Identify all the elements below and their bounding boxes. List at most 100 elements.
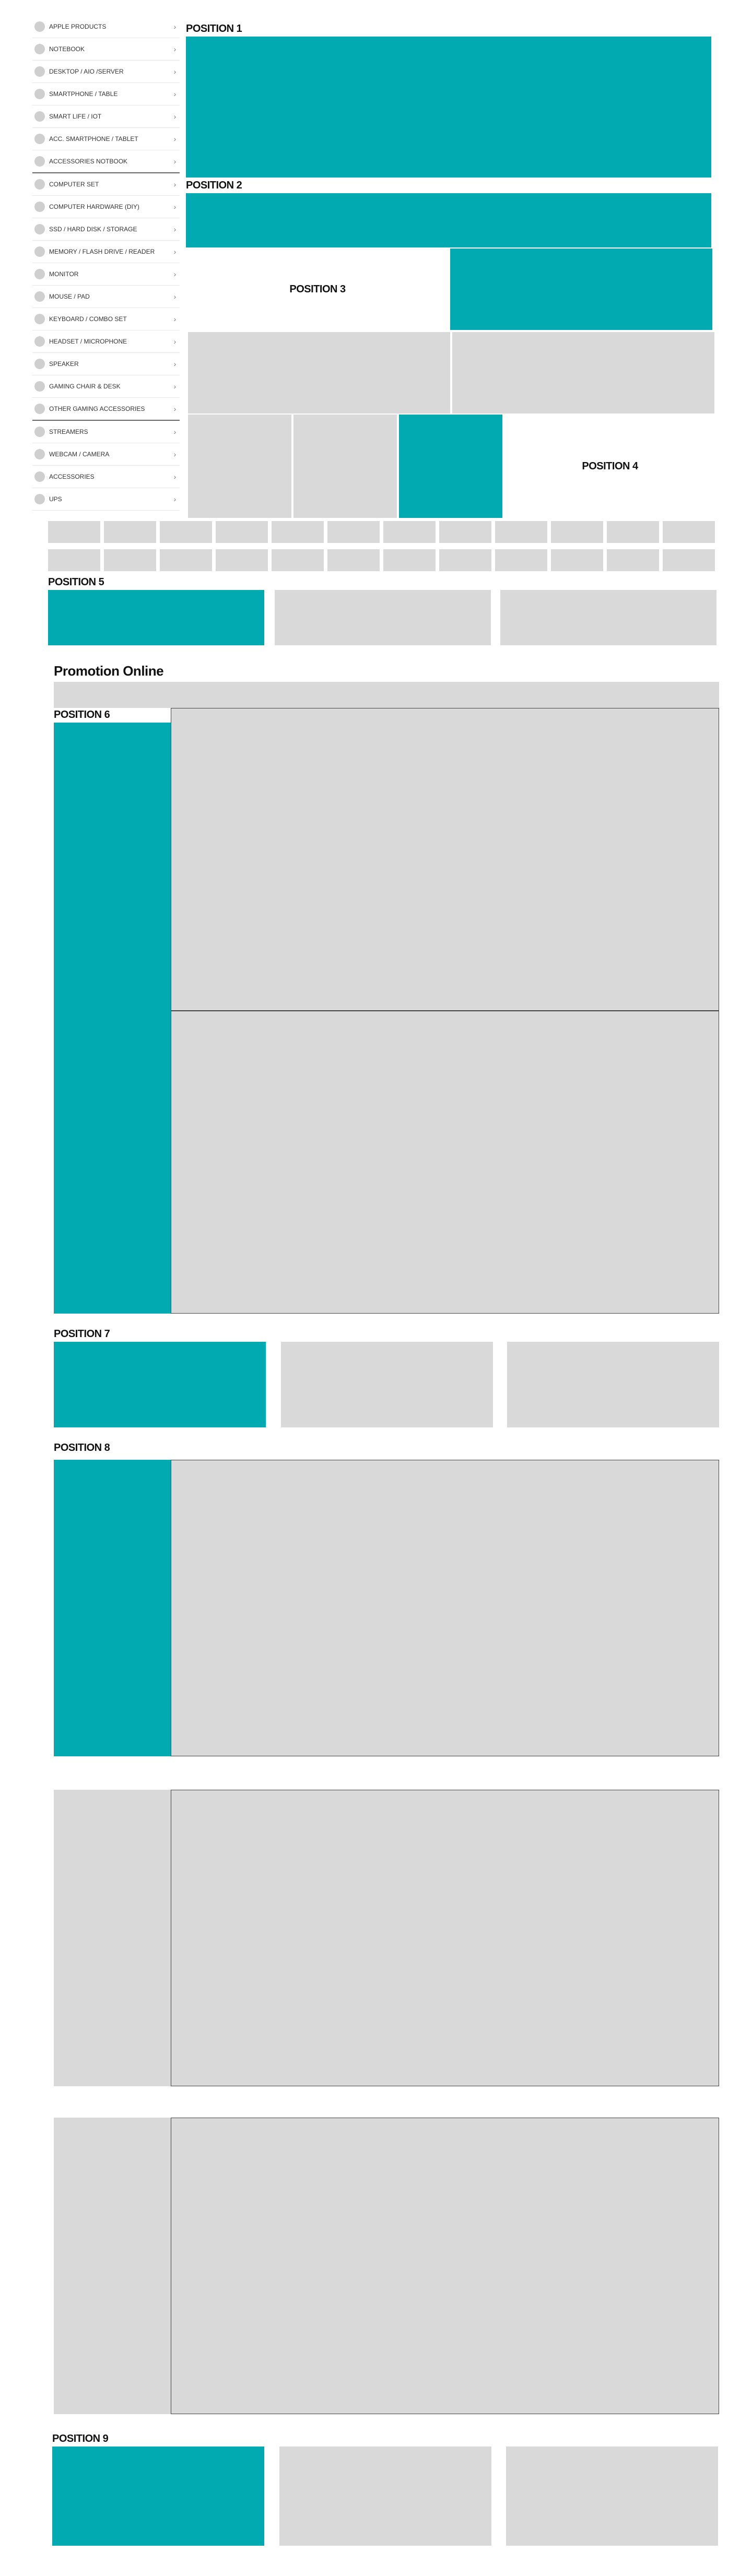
category-icon [34, 449, 45, 459]
sidebar-item-label: MEMORY / FLASH DRIVE / READER [49, 248, 155, 255]
chevron-right-icon: › [173, 270, 177, 278]
category-icon [34, 494, 45, 504]
position-8-main[interactable] [171, 2118, 719, 2414]
sidebar-item-smartphone[interactable]: SMARTPHONE / TABLE › [32, 83, 180, 105]
position-2-banner[interactable] [186, 193, 711, 247]
sidebar-item-label: COMPUTER SET [49, 181, 99, 188]
sidebar-item-ups[interactable]: UPS › [32, 488, 180, 511]
category-icon [34, 179, 45, 190]
sidebar-item-apple-products[interactable]: APPLE PRODUCTS › [32, 16, 180, 38]
brand-tile[interactable] [663, 549, 715, 571]
brand-tile[interactable] [216, 521, 268, 543]
position-5-banner[interactable] [48, 590, 264, 645]
position-5-label: POSITION 5 [48, 576, 104, 588]
position-4-banner[interactable] [399, 415, 502, 518]
position-8-side-banner[interactable] [54, 1460, 171, 1756]
sidebar-item-speaker[interactable]: SPEAKER › [32, 353, 180, 375]
brand-tile[interactable] [439, 521, 491, 543]
position-3-tile[interactable] [188, 332, 450, 413]
brand-tile[interactable] [104, 549, 156, 571]
brand-tile[interactable] [663, 521, 715, 543]
chevron-right-icon: › [173, 203, 177, 211]
sidebar-item-headset[interactable]: HEADSET / MICROPHONE › [32, 330, 180, 353]
position-7-tile[interactable] [281, 1342, 493, 1427]
brand-tile[interactable] [495, 521, 547, 543]
brand-tile[interactable] [272, 549, 324, 571]
sidebar-item-desktop[interactable]: DESKTOP / AIO /SERVER › [32, 61, 180, 83]
position-6-main-top[interactable] [171, 708, 719, 1011]
position-6-side-banner[interactable] [54, 723, 171, 1314]
position-7-banner[interactable] [54, 1342, 266, 1427]
position-9-tile[interactable] [279, 2447, 491, 2546]
brand-tile[interactable] [327, 521, 380, 543]
position-3-banner[interactable] [450, 249, 712, 330]
position-7-tile[interactable] [507, 1342, 719, 1427]
sidebar-item-label: ACCESSORIES NOTBOOK [49, 158, 128, 165]
sidebar-item-storage[interactable]: SSD / HARD DISK / STORAGE › [32, 218, 180, 241]
sidebar-item-computer-hardware[interactable]: COMPUTER HARDWARE (DIY) › [32, 196, 180, 218]
category-icon [34, 21, 45, 32]
sidebar-item-smart-life[interactable]: SMART LIFE / IOT › [32, 105, 180, 128]
sidebar-item-label: ACCESSORIES [49, 473, 95, 480]
brand-tile[interactable] [607, 549, 659, 571]
position-3-tile[interactable] [452, 332, 714, 413]
promotion-title: Promotion Online [54, 663, 164, 679]
position-8-side-tile[interactable] [54, 2118, 171, 2414]
sidebar-item-streamers[interactable]: STREAMERS › [32, 421, 180, 443]
position-5-tile[interactable] [275, 590, 491, 645]
chevron-right-icon: › [173, 495, 177, 503]
position-9-tile[interactable] [506, 2447, 718, 2546]
sidebar-item-label: WEBCAM / CAMERA [49, 451, 110, 458]
sidebar-item-label: SMART LIFE / IOT [49, 113, 102, 120]
brand-tile[interactable] [272, 521, 324, 543]
brand-tile[interactable] [495, 549, 547, 571]
chevron-right-icon: › [173, 45, 177, 53]
brand-tile[interactable] [383, 549, 436, 571]
sidebar-item-computer-set[interactable]: COMPUTER SET › [32, 173, 180, 196]
sidebar-item-memory[interactable]: MEMORY / FLASH DRIVE / READER › [32, 241, 180, 263]
position-9-label: POSITION 9 [52, 2433, 109, 2444]
sidebar-item-keyboard[interactable]: KEYBOARD / COMBO SET › [32, 308, 180, 330]
sidebar-item-monitor[interactable]: MONITOR › [32, 263, 180, 286]
chevron-right-icon: › [173, 405, 177, 413]
position-8-side-tile[interactable] [54, 1790, 171, 2086]
position-1-banner[interactable] [186, 37, 711, 178]
sidebar-item-other-gaming[interactable]: OTHER GAMING ACCESSORIES › [32, 398, 180, 421]
category-icon [34, 359, 45, 369]
position-4-tile[interactable] [293, 415, 397, 518]
position-8-main[interactable] [171, 1460, 719, 1756]
sidebar-item-label: COMPUTER HARDWARE (DIY) [49, 203, 139, 210]
sidebar-item-accessories[interactable]: ACCESSORIES › [32, 466, 180, 488]
category-icon [34, 314, 45, 324]
position-6-main-bottom[interactable] [171, 1011, 719, 1314]
brand-tile[interactable] [607, 521, 659, 543]
sidebar-item-gaming-chair[interactable]: GAMING CHAIR & DESK › [32, 375, 180, 398]
chevron-right-icon: › [173, 292, 177, 301]
brand-tile[interactable] [383, 521, 436, 543]
position-4-tile[interactable] [188, 415, 291, 518]
chevron-right-icon: › [173, 225, 177, 233]
category-icon [34, 156, 45, 167]
sidebar-item-acc-smartphone[interactable]: ACC. SMARTPHONE / TABLET › [32, 128, 180, 150]
brand-tile[interactable] [439, 549, 491, 571]
sidebar-item-mouse[interactable]: MOUSE / PAD › [32, 286, 180, 308]
brand-tile[interactable] [48, 521, 100, 543]
brand-tile[interactable] [48, 549, 100, 571]
brand-tile[interactable] [160, 521, 212, 543]
promotion-bar[interactable] [54, 682, 719, 708]
position-4-label: POSITION 4 [582, 460, 638, 472]
brand-tile[interactable] [216, 549, 268, 571]
sidebar-item-notebook[interactable]: NOTEBOOK › [32, 38, 180, 61]
position-8-main[interactable] [171, 1790, 719, 2086]
brand-tile[interactable] [327, 549, 380, 571]
sidebar-item-accessories-notebook[interactable]: ACCESSORIES NOTBOOK › [32, 150, 180, 173]
brand-tile[interactable] [551, 549, 603, 571]
brand-tile[interactable] [104, 521, 156, 543]
brand-tile[interactable] [551, 521, 603, 543]
sidebar-item-webcam[interactable]: WEBCAM / CAMERA › [32, 443, 180, 466]
position-9-banner[interactable] [52, 2447, 264, 2546]
chevron-right-icon: › [173, 67, 177, 76]
position-5-tile[interactable] [500, 590, 716, 645]
brand-tile[interactable] [160, 549, 212, 571]
chevron-right-icon: › [173, 247, 177, 256]
